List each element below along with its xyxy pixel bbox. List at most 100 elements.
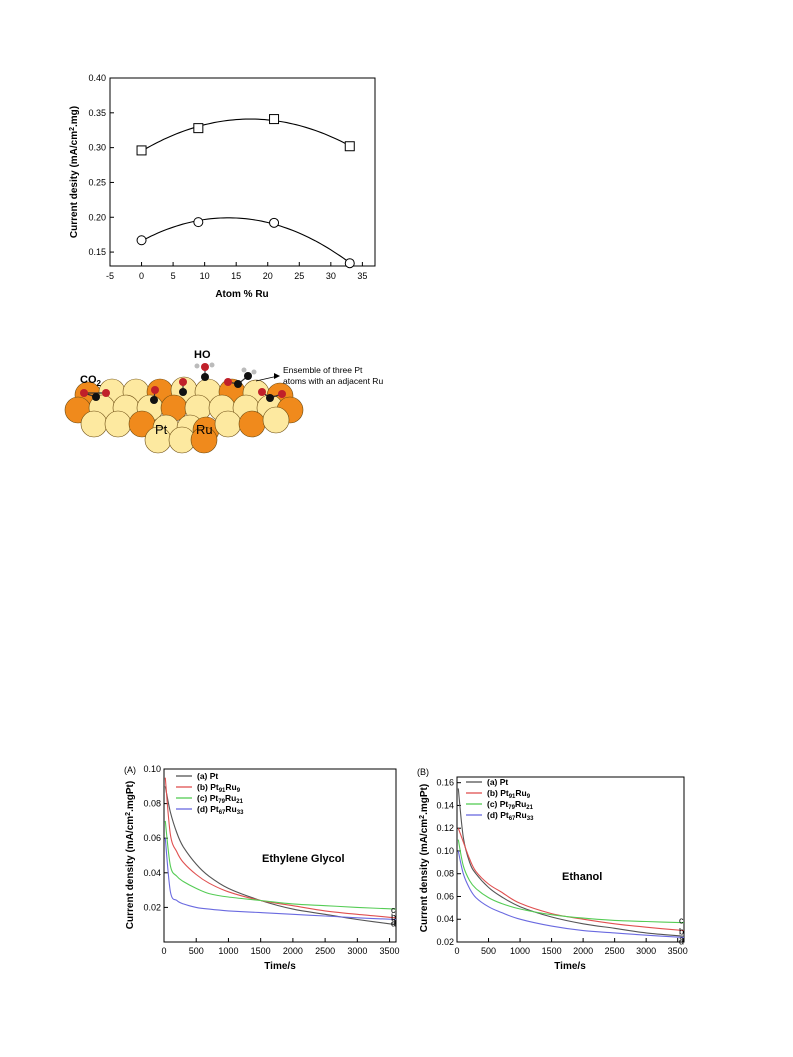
cA-x-tick-label: 3500 (380, 946, 400, 956)
chart1-x-ticks: -5 0 5 10 15 20 25 30 35 (106, 262, 367, 281)
chart1-frame (109, 77, 376, 267)
cA-legend-entry: (a) Pt (197, 771, 218, 781)
cB-y-tick-label: 0.08 (436, 869, 454, 879)
hydrogen-atom (251, 369, 257, 375)
chartA-panel-label: (A) (124, 765, 136, 775)
chart1-x-tick-label: -5 (106, 271, 114, 281)
cB-y-tick-label: 0.04 (436, 914, 454, 924)
cA-x-tick-label: 500 (189, 946, 204, 956)
ru-label: Ru (196, 422, 213, 437)
chartA-legend: (a) Pt(b) Pt91Ru9(c) Pt79Ru21(d) Pt67Ru3… (176, 771, 244, 816)
cA-y-tick-label: 0.10 (143, 764, 161, 774)
chartB-frame (456, 776, 685, 943)
carbon-atom (234, 380, 242, 388)
chart-ethanol: (B) 0 500 1000 1500 2000 2500 3000 3500 0.020.0… (417, 767, 688, 972)
carbon-atom (150, 396, 158, 404)
cA-end-label: d (391, 919, 396, 929)
chartB-y-label: Current density (mA/cm2.mgPt) (419, 784, 431, 932)
carbon-atom (244, 372, 252, 380)
chart1-x-tick-label: 15 (231, 271, 241, 281)
chart1-x-tick-label: 10 (200, 271, 210, 281)
chart1-y-tick-label: 0.20 (88, 212, 106, 222)
chartA-x-ticks: 0 500 1000 1500 2000 2500 3000 3500 (161, 938, 400, 956)
chart1-markers (136, 114, 355, 269)
cB-y-tick-label: 0.02 (436, 937, 454, 947)
pt-atom (104, 410, 132, 438)
chart1-square-point (269, 114, 280, 125)
oxygen-atom (80, 389, 88, 397)
chart1-y-tick-label: 0.30 (88, 143, 106, 153)
cA-series-line (164, 820, 397, 910)
co2-label: CO2 (80, 374, 102, 388)
pt-atom (262, 406, 290, 434)
chartB-y-ticks: 0.02 0.04 0.06 0.08 0.10 0.12 0.14 0.16 (436, 778, 461, 947)
cB-legend-entry: (d) Pt67Ru33 (487, 810, 534, 822)
cB-end-label: a (679, 934, 684, 944)
chart1-y-tick-label: 0.15 (88, 247, 106, 257)
carbon-atom (266, 394, 274, 402)
carbon-atom (92, 393, 100, 401)
hydrogen-atom (241, 367, 247, 373)
chart1-y-ticks: 0.15 0.20 0.25 0.30 0.35 0.40 (88, 73, 114, 257)
cA-legend-entry: (c) Pt79Ru21 (197, 793, 244, 805)
cA-legend-entry: (b) Pt91Ru9 (197, 782, 241, 794)
chart1-x-tick-label: 0 (139, 271, 144, 281)
carbon-atom (179, 388, 187, 396)
oxygen-atom (201, 363, 209, 371)
chart1-x-tick-label: 35 (357, 271, 367, 281)
cB-x-tick-label: 3500 (668, 946, 688, 956)
cB-series-line (457, 788, 685, 937)
cB-end-label: c (679, 916, 684, 926)
cA-series-line (164, 786, 397, 926)
chart1-y-tick-label: 0.25 (88, 177, 106, 187)
cA-x-tick-label: 2000 (283, 946, 303, 956)
chart-ethylene-glycol: (A) 0 500 1000 1500 2000 2500 3000 3500 0.020.0… (124, 764, 400, 972)
chartA-series-lines (164, 777, 397, 926)
cA-x-tick-label: 0 (161, 946, 166, 956)
ho-label: HO (194, 349, 211, 361)
ru-atom (238, 410, 266, 438)
cB-series-line (457, 828, 685, 932)
chart1-square-point (193, 123, 204, 134)
chartA-annotation: Ethylene Glycol (262, 853, 345, 865)
cA-y-tick-label: 0.04 (143, 868, 161, 878)
chart1-fit-curve-circles (141, 217, 351, 264)
chart1-x-label: Atom % Ru (215, 289, 268, 300)
chartA-frame (163, 768, 397, 943)
chart1-x-tick-label: 5 (171, 271, 176, 281)
adsorbates (80, 362, 286, 404)
chart-current-vs-ru: -5 0 5 10 15 20 25 30 35 0.15 0.20 0.25 0.30 0.35 0.4… (69, 73, 376, 300)
oxygen-atom (258, 388, 266, 396)
pt-atom (214, 410, 242, 438)
ensemble-arrowhead (274, 373, 280, 379)
cA-y-tick-label: 0.06 (143, 833, 161, 843)
oxygen-atom (102, 389, 110, 397)
hydrogen-atom (209, 362, 215, 368)
chart1-circle-point (344, 258, 355, 269)
chartB-x-label: Time/s (554, 961, 586, 972)
cA-end-label: a (391, 917, 396, 927)
chart1-x-tick-label: 25 (294, 271, 304, 281)
chart1-y-label: Current desity (mA/cm2.mg) (69, 106, 81, 238)
cB-x-tick-label: 2000 (573, 946, 593, 956)
cB-y-tick-label: 0.14 (436, 800, 454, 810)
cB-x-tick-label: 3000 (636, 946, 656, 956)
chart1-x-tick-label: 20 (263, 271, 273, 281)
cB-x-tick-label: 1000 (510, 946, 530, 956)
cB-legend-entry: (b) Pt91Ru9 (487, 788, 531, 800)
oxygen-atom (278, 390, 286, 398)
cA-x-tick-label: 2500 (315, 946, 335, 956)
chart1-square-point (136, 145, 147, 156)
cA-x-tick-label: 1500 (251, 946, 271, 956)
ensemble-label-line2: atoms with an adjacent Ru (283, 376, 383, 386)
cB-series-line (457, 850, 685, 938)
cB-end-label: b (679, 927, 684, 937)
chart1-y-tick-label: 0.40 (88, 73, 106, 83)
cB-y-tick-label: 0.16 (436, 778, 454, 788)
chartB-annotation: Ethanol (562, 871, 602, 883)
cB-x-tick-label: 2500 (605, 946, 625, 956)
chart1-circle-point (269, 217, 280, 228)
